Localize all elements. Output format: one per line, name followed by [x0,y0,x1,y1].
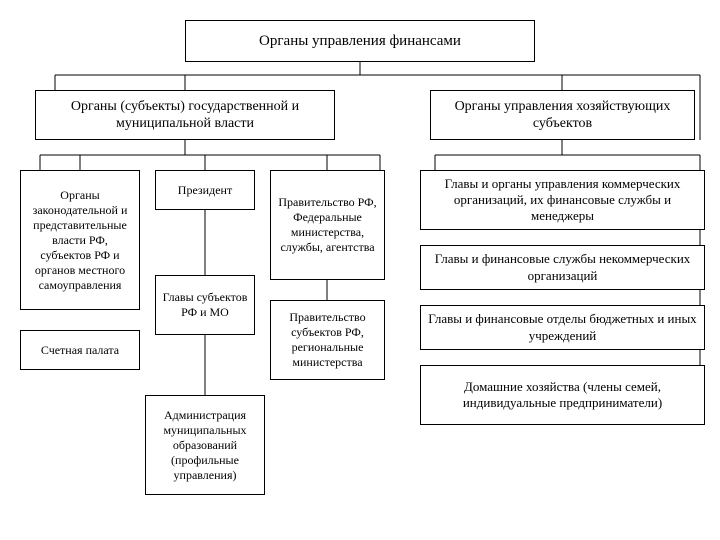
right-b: Главы и финансовые службы некоммерческих… [420,245,705,290]
left-col1-b: Счетная палата [20,330,140,370]
root-node: Органы управления финансами [185,20,535,62]
left-col1-a: Органы законодательной и представительны… [20,170,140,310]
right-branch-node: Органы управления хозяйствующих субъекто… [430,90,695,140]
right-c: Главы и финансовые отделы бюджетных и ин… [420,305,705,350]
left-col2-b: Главы субъектов РФ и МО [155,275,255,335]
right-a: Главы и органы управления коммерческих о… [420,170,705,230]
left-col2-c: Администрация муниципальных образований … [145,395,265,495]
right-d: Домашние хозяйства (члены семей, индивид… [420,365,705,425]
left-col3-a: Правительство РФ, Федеральные министерст… [270,170,385,280]
left-branch-node: Органы (субъекты) государственной и муни… [35,90,335,140]
left-col3-b: Правительство субъектов РФ, региональные… [270,300,385,380]
left-col2-a: Президент [155,170,255,210]
